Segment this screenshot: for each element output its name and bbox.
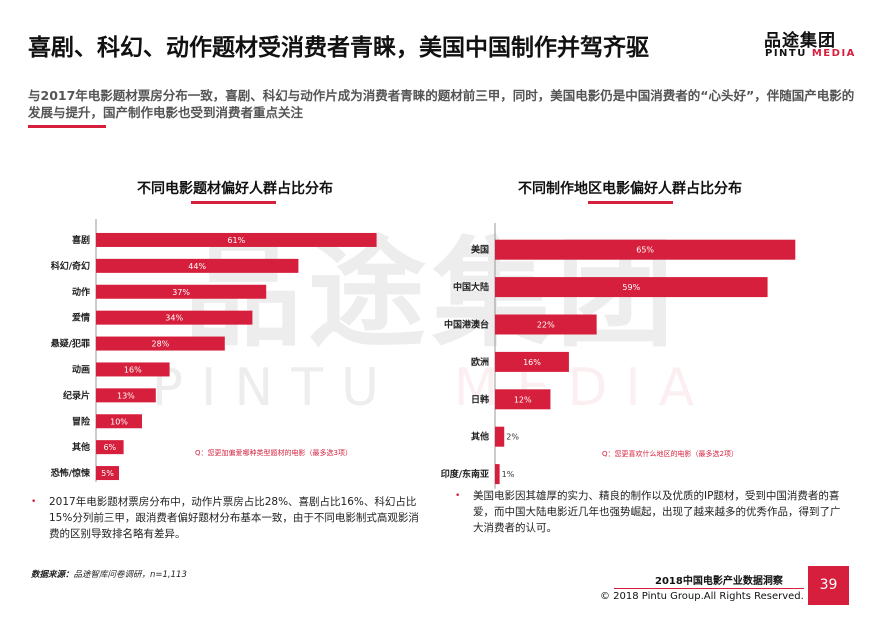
logo-en-b: MEDIA <box>811 48 856 59</box>
category-label: 动作 <box>72 286 90 298</box>
value-label: 16% <box>523 358 541 367</box>
value-label: 37% <box>172 288 190 297</box>
bar <box>495 277 768 298</box>
bar <box>96 414 142 429</box>
bullet-right: • 美国电影因其雄厚的实力、精良的制作以及优质的IP题材，受到中国消费者的喜爱，… <box>455 488 845 536</box>
page-number: 39 <box>819 577 838 593</box>
category-label: 爱情 <box>72 312 90 324</box>
category-label: 恐怖/惊悚 <box>51 467 91 479</box>
question-note: Q：您更加偏爱哪种类型题材的电影（最多选3项） <box>195 448 352 457</box>
bar <box>96 440 124 455</box>
footer-copyright: © 2018 Pintu Group.All Rights Reserved. <box>600 591 804 602</box>
logo-cn: 品途集团 <box>764 31 836 51</box>
source-text: 品途智库问卷调研，n=1,113 <box>73 570 187 580</box>
chart-title-region-underline <box>588 201 673 204</box>
bullet-dot-icon: • <box>31 497 37 507</box>
category-label: 印度/东南亚 <box>441 468 489 480</box>
value-label: 16% <box>124 365 142 374</box>
bar <box>495 464 500 485</box>
category-label: 喜剧 <box>72 234 90 246</box>
bar <box>96 284 267 299</box>
category-label: 其他 <box>72 441 90 453</box>
chart-title-genre-underline <box>191 201 276 204</box>
value-label: 12% <box>514 395 532 404</box>
bar <box>495 351 569 372</box>
category-label: 欧洲 <box>471 356 489 368</box>
category-label: 中国港澳台 <box>444 319 489 331</box>
bullet-left-text: 2017年电影题材票房分布中，动作片票房占比28%、喜剧占比16%、科幻占比15… <box>49 496 419 540</box>
category-label: 日韩 <box>471 393 489 405</box>
value-label: 34% <box>165 314 183 323</box>
bar <box>495 426 505 447</box>
bar <box>495 314 597 335</box>
chart-title-genre: 不同电影题材偏好人群占比分布 <box>137 181 333 197</box>
bar <box>96 258 299 273</box>
footer-divider <box>614 588 804 589</box>
data-source: 数据来源：品途智库问卷调研，n=1,113 <box>31 568 187 580</box>
question-note: Q：您更喜欢什么地区的电影（最多选2项） <box>602 449 738 458</box>
bar <box>495 389 551 410</box>
bar <box>96 362 170 377</box>
category-label: 悬疑/犯罪 <box>50 338 90 350</box>
value-label: 44% <box>188 262 206 271</box>
category-label: 美国 <box>471 244 489 256</box>
bar <box>96 336 225 351</box>
brand-logo: 品途集团 PINTU MEDIA <box>764 26 854 66</box>
page-subtitle: 与2017年电影题材票房分布一致，喜剧、科幻与动作片成为消费者青睐的题材前三甲，… <box>28 88 855 120</box>
bullet-right-text: 美国电影因其雄厚的实力、精良的制作以及优质的IP题材，受到中国消费者的喜爱，而中… <box>473 490 841 534</box>
value-label: 2% <box>506 433 519 442</box>
value-label: 10% <box>110 417 128 426</box>
category-label: 中国大陆 <box>453 281 489 293</box>
footer-report-title: 2018中国电影产业数据洞察 <box>655 576 783 587</box>
value-label: 61% <box>227 236 245 245</box>
page-title: 喜剧、科幻、动作题材受消费者青睐，美国中国制作并驾齐驱 <box>28 35 649 61</box>
category-label: 纪录片 <box>63 389 90 401</box>
bar <box>96 388 156 403</box>
bar <box>495 239 796 260</box>
chart-title-region: 不同制作地区电影偏好人群占比分布 <box>518 181 742 197</box>
value-label: 28% <box>152 340 170 349</box>
category-label: 其他 <box>471 431 489 443</box>
value-label: 13% <box>117 391 135 400</box>
category-label: 动画 <box>72 364 90 375</box>
value-label: 6% <box>103 443 116 452</box>
category-label: 冒险 <box>72 415 91 427</box>
bar <box>96 466 119 481</box>
value-label: 5% <box>101 469 114 478</box>
logo-en: PINTU MEDIA <box>765 48 856 59</box>
value-label: 59% <box>622 283 640 292</box>
source-label: 数据来源： <box>31 570 74 580</box>
subtitle-underline <box>28 125 106 128</box>
value-label: 1% <box>502 470 515 479</box>
bar <box>96 310 253 325</box>
page-number-box: 39 <box>808 566 849 605</box>
value-label: 65% <box>636 246 654 255</box>
logo-en-a: PINTU <box>765 48 807 59</box>
bar <box>96 232 377 247</box>
bullet-left: • 2017年电影题材票房分布中，动作片票房占比28%、喜剧占比16%、科幻占比… <box>31 494 426 542</box>
bullet-dot-icon: • <box>455 491 461 501</box>
category-label: 科幻/奇幻 <box>51 260 90 272</box>
value-label: 22% <box>537 321 555 330</box>
